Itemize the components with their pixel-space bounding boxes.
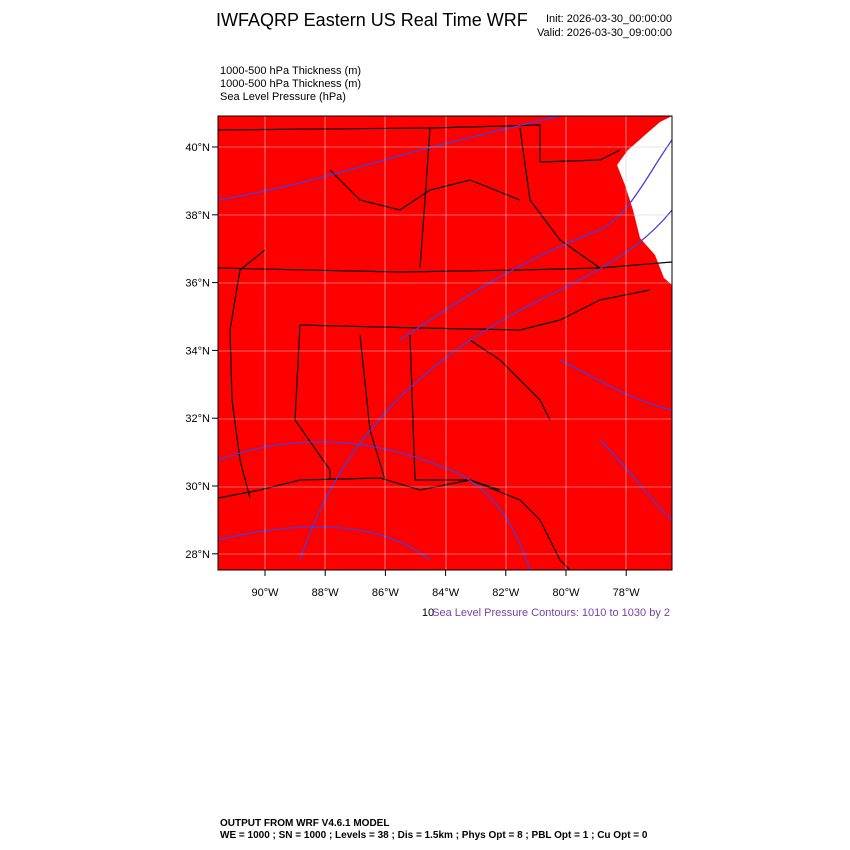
lon-label: 84°W (432, 587, 460, 599)
map-frame (217, 115, 673, 571)
valid-time: Valid: 2026-03-30_09:00:00 (537, 27, 672, 39)
lat-label: 30°N (185, 481, 210, 493)
legend-number: 10 (422, 607, 434, 619)
lon-label: 86°W (372, 587, 400, 599)
title: IWFAQRP Eastern US Real Time WRF (216, 10, 528, 30)
lat-label: 40°N (185, 142, 210, 154)
field-label: 1000-500 hPa Thickness (m) (220, 65, 361, 77)
init-time: Init: 2026-03-30_00:00:00 (546, 13, 672, 25)
lat-label: 36°N (185, 278, 210, 290)
footer: OUTPUT FROM WRF V4.6.1 MODEL (220, 818, 389, 829)
lat-label: 28°N (185, 549, 210, 561)
field-label: 1000-500 hPa Thickness (m) (220, 78, 361, 90)
footer: WE = 1000 ; SN = 1000 ; Levels = 38 ; Di… (220, 830, 648, 841)
lat-label: 34°N (185, 345, 210, 357)
lon-label: 90°W (251, 587, 279, 599)
field-label: Sea Level Pressure (hPa) (220, 91, 346, 103)
lon-label: 88°W (312, 587, 340, 599)
graticule (218, 116, 672, 570)
map (217, 115, 673, 571)
ocean-area (617, 116, 672, 285)
legend-text: Sea Level Pressure Contours: 1010 to 103… (432, 607, 670, 619)
lat-label: 32°N (185, 413, 210, 425)
pressure-contours (217, 115, 673, 571)
borders (217, 124, 673, 571)
lon-label: 78°W (613, 587, 641, 599)
map-fill (218, 116, 672, 570)
lat-label: 38°N (185, 210, 210, 222)
lon-label: 80°W (552, 587, 580, 599)
lon-label: 82°W (492, 587, 520, 599)
